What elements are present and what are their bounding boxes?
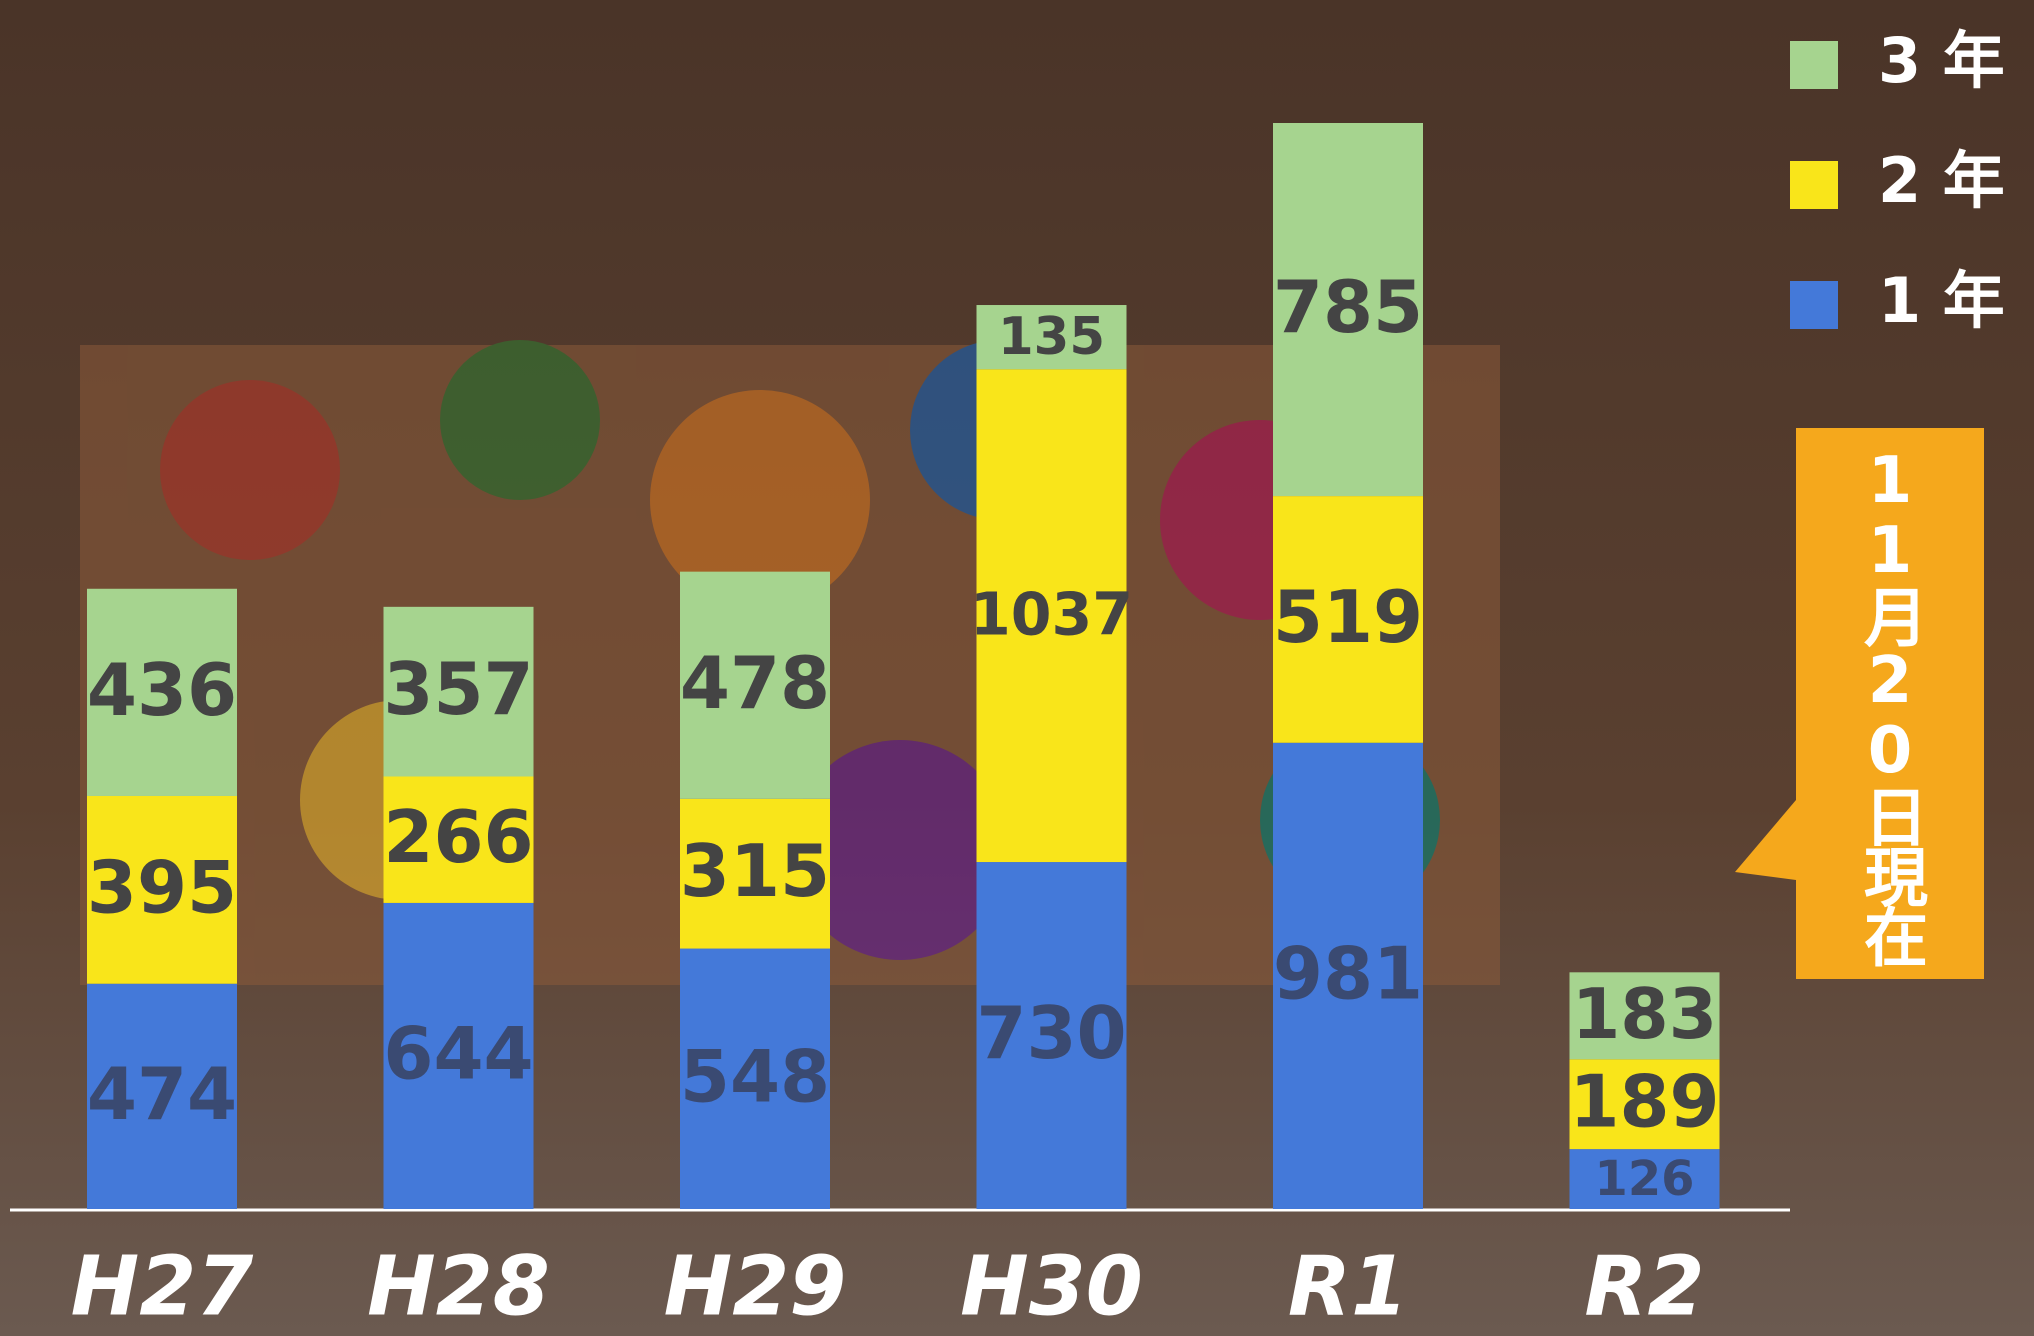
annotation: 11月20日現在 (1796, 428, 1984, 979)
value-label: 474 (87, 1052, 237, 1136)
legend-swatch (1790, 281, 1838, 329)
value-label: 189 (1570, 1060, 1720, 1144)
value-label: 126 (1595, 1152, 1695, 1207)
value-label: 548 (680, 1034, 830, 1118)
legend-swatch (1790, 41, 1838, 89)
value-label: 436 (87, 648, 237, 732)
x-tick-label: H30 (960, 1239, 1143, 1334)
legend-label: 2 年 (1878, 144, 2005, 217)
value-label: 519 (1273, 575, 1423, 659)
value-label: 266 (383, 795, 533, 879)
x-tick-label: H27 (71, 1239, 254, 1334)
chart: 474 395 436 H27 644 266 357 H28 548 315 478 H29 730 1… (0, 0, 2034, 1336)
value-label: 644 (383, 1011, 533, 1095)
legend-label: 3 年 (1878, 24, 2005, 97)
x-tick-label: R2 (1584, 1239, 1704, 1334)
x-tick-label: H29 (664, 1239, 847, 1334)
value-label: 478 (680, 641, 830, 725)
value-label: 785 (1273, 265, 1423, 349)
value-label: 1037 (970, 581, 1133, 649)
value-label: 730 (976, 991, 1126, 1075)
value-label: 357 (383, 647, 533, 731)
value-label: 315 (680, 829, 830, 913)
value-label: 981 (1273, 931, 1423, 1015)
x-tick-label: H28 (367, 1239, 550, 1334)
page: 474 395 436 H27 644 266 357 H28 548 315 478 H29 730 1… (0, 0, 2034, 1336)
value-label: 135 (998, 307, 1105, 367)
legend-label: 1 年 (1878, 264, 2005, 337)
legend-swatch (1790, 161, 1838, 209)
value-label: 395 (87, 845, 237, 929)
value-label: 183 (1572, 974, 1717, 1055)
x-tick-label: R1 (1288, 1239, 1408, 1334)
